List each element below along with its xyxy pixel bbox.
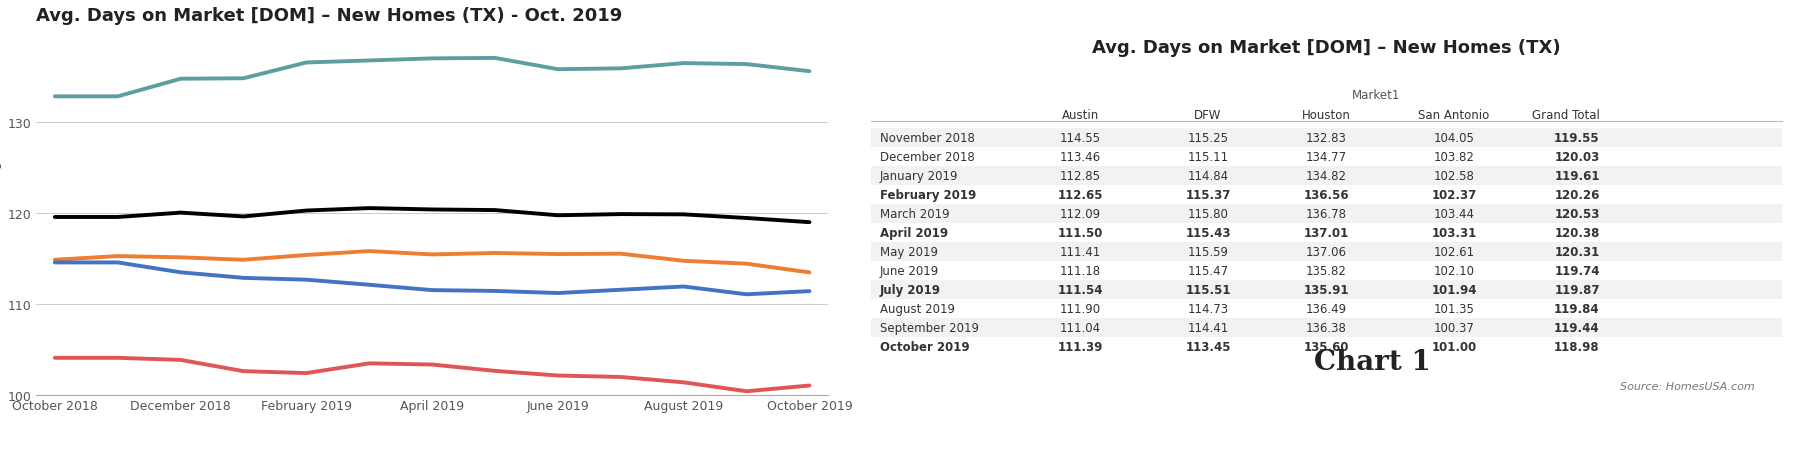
Text: 119.74: 119.74	[1553, 264, 1600, 278]
Text: May 2019: May 2019	[880, 246, 938, 258]
Text: 114.55: 114.55	[1060, 131, 1102, 144]
Text: 102.37: 102.37	[1431, 188, 1476, 202]
FancyBboxPatch shape	[871, 280, 1782, 300]
Text: January 2019: January 2019	[880, 169, 958, 182]
Text: 103.31: 103.31	[1431, 226, 1476, 240]
Text: 136.49: 136.49	[1305, 302, 1346, 315]
Text: 115.37: 115.37	[1186, 188, 1231, 202]
FancyBboxPatch shape	[871, 224, 1782, 242]
Text: 101.94: 101.94	[1431, 284, 1476, 297]
Text: 113.46: 113.46	[1060, 150, 1102, 163]
Text: 111.04: 111.04	[1060, 322, 1102, 335]
Text: 103.44: 103.44	[1433, 207, 1474, 220]
Text: 115.80: 115.80	[1188, 207, 1228, 220]
Text: San Antonio: San Antonio	[1418, 109, 1490, 122]
Text: 102.10: 102.10	[1433, 264, 1474, 278]
Text: 120.53: 120.53	[1555, 207, 1600, 220]
Text: 136.56: 136.56	[1303, 188, 1350, 202]
Text: 111.18: 111.18	[1060, 264, 1102, 278]
FancyBboxPatch shape	[871, 166, 1782, 185]
Text: 134.77: 134.77	[1305, 150, 1346, 163]
Text: 120.38: 120.38	[1555, 226, 1600, 240]
Text: 137.06: 137.06	[1307, 246, 1346, 258]
Text: 111.54: 111.54	[1058, 284, 1103, 297]
Text: Austin: Austin	[1062, 109, 1100, 122]
Text: 115.47: 115.47	[1188, 264, 1229, 278]
Text: 119.55: 119.55	[1553, 131, 1600, 144]
FancyBboxPatch shape	[871, 319, 1782, 338]
Text: Market1: Market1	[1352, 89, 1400, 102]
FancyBboxPatch shape	[871, 300, 1782, 319]
FancyBboxPatch shape	[871, 128, 1782, 147]
Text: 135.82: 135.82	[1307, 264, 1346, 278]
Text: 101.00: 101.00	[1431, 341, 1476, 353]
Text: June 2019: June 2019	[880, 264, 940, 278]
Text: 119.87: 119.87	[1553, 284, 1600, 297]
Text: 104.05: 104.05	[1433, 131, 1474, 144]
FancyBboxPatch shape	[871, 242, 1782, 262]
FancyBboxPatch shape	[871, 262, 1782, 280]
Text: 103.82: 103.82	[1433, 150, 1474, 163]
FancyBboxPatch shape	[871, 338, 1782, 357]
Text: 120.03: 120.03	[1555, 150, 1600, 163]
Text: 102.61: 102.61	[1433, 246, 1474, 258]
Text: 119.84: 119.84	[1553, 302, 1600, 315]
Text: 120.26: 120.26	[1555, 188, 1600, 202]
Text: 114.41: 114.41	[1188, 322, 1229, 335]
Text: April 2019: April 2019	[880, 226, 949, 240]
Text: 135.60: 135.60	[1303, 341, 1350, 353]
Text: 112.65: 112.65	[1058, 188, 1103, 202]
Text: Avg. Days on Market [DOM] – New Homes (TX) - Oct. 2019: Avg. Days on Market [DOM] – New Homes (T…	[36, 7, 623, 25]
Text: 114.73: 114.73	[1188, 302, 1229, 315]
Text: 111.41: 111.41	[1060, 246, 1102, 258]
Text: 134.82: 134.82	[1307, 169, 1346, 182]
Text: 115.43: 115.43	[1184, 226, 1231, 240]
Text: 136.78: 136.78	[1307, 207, 1346, 220]
Text: 136.38: 136.38	[1307, 322, 1346, 335]
Text: 119.44: 119.44	[1553, 322, 1600, 335]
Text: October 2019: October 2019	[880, 341, 970, 353]
Text: 112.09: 112.09	[1060, 207, 1102, 220]
Text: 114.84: 114.84	[1188, 169, 1229, 182]
Text: February 2019: February 2019	[880, 188, 976, 202]
Text: July 2019: July 2019	[880, 284, 941, 297]
FancyBboxPatch shape	[871, 147, 1782, 166]
Text: 115.59: 115.59	[1188, 246, 1228, 258]
Text: 137.01: 137.01	[1303, 226, 1348, 240]
Text: 115.25: 115.25	[1188, 131, 1228, 144]
Text: 101.35: 101.35	[1433, 302, 1474, 315]
Text: 111.50: 111.50	[1058, 226, 1103, 240]
Text: 119.61: 119.61	[1553, 169, 1600, 182]
Text: DFW: DFW	[1195, 109, 1222, 122]
Text: 113.45: 113.45	[1184, 341, 1231, 353]
Text: Chart 1: Chart 1	[1314, 349, 1431, 375]
Text: 111.90: 111.90	[1060, 302, 1102, 315]
Text: 115.11: 115.11	[1188, 150, 1229, 163]
Text: Houston: Houston	[1301, 109, 1350, 122]
FancyBboxPatch shape	[871, 204, 1782, 224]
Text: March 2019: March 2019	[880, 207, 950, 220]
Text: 111.39: 111.39	[1058, 341, 1103, 353]
Text: September 2019: September 2019	[880, 322, 979, 335]
Text: November 2018: November 2018	[880, 131, 976, 144]
Text: 115.51: 115.51	[1184, 284, 1231, 297]
Text: Source: HomesUSA.com: Source: HomesUSA.com	[1620, 381, 1755, 391]
Text: Avg. Days on Market [DOM] – New Homes (TX): Avg. Days on Market [DOM] – New Homes (T…	[1093, 39, 1561, 57]
FancyBboxPatch shape	[871, 185, 1782, 204]
Text: 112.85: 112.85	[1060, 169, 1102, 182]
Text: 132.83: 132.83	[1307, 131, 1346, 144]
Text: December 2018: December 2018	[880, 150, 976, 163]
Text: 135.91: 135.91	[1303, 284, 1350, 297]
Text: 120.31: 120.31	[1555, 246, 1600, 258]
Text: 118.98: 118.98	[1553, 341, 1600, 353]
Text: Grand Total: Grand Total	[1532, 109, 1600, 122]
Text: August 2019: August 2019	[880, 302, 956, 315]
Text: 100.37: 100.37	[1433, 322, 1474, 335]
Text: 102.58: 102.58	[1433, 169, 1474, 182]
